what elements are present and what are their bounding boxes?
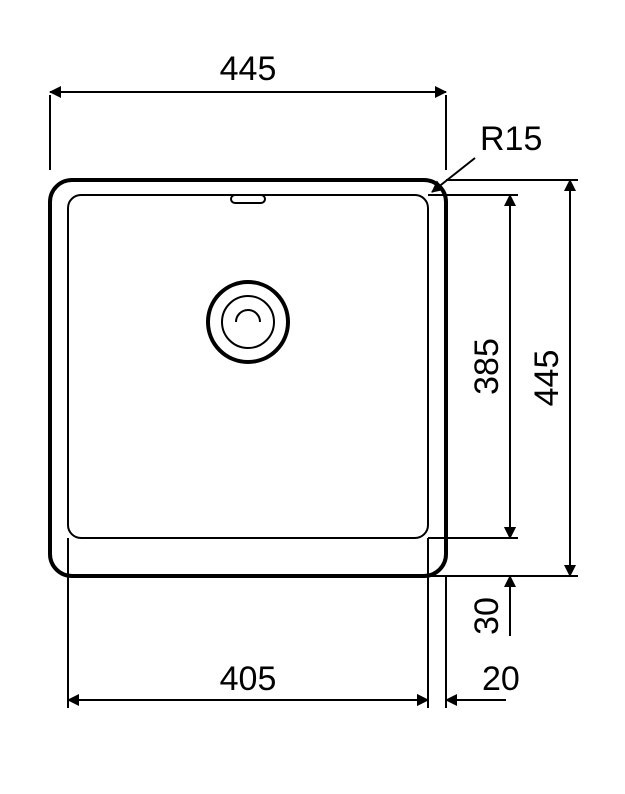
sink-outer — [50, 180, 446, 576]
dim-label-right-445: 445 — [528, 350, 566, 407]
dim-label-405: 405 — [220, 660, 277, 698]
dim-label-top-445: 445 — [220, 50, 277, 88]
sink-drawing: 445 R15 445 385 30 405 20 — [0, 0, 625, 794]
dim-label-right-385: 385 — [468, 338, 506, 395]
dim-label-20: 20 — [482, 660, 520, 698]
leader-r15 — [432, 158, 475, 192]
dim-label-30: 30 — [468, 597, 506, 635]
label-r15: R15 — [480, 120, 542, 158]
